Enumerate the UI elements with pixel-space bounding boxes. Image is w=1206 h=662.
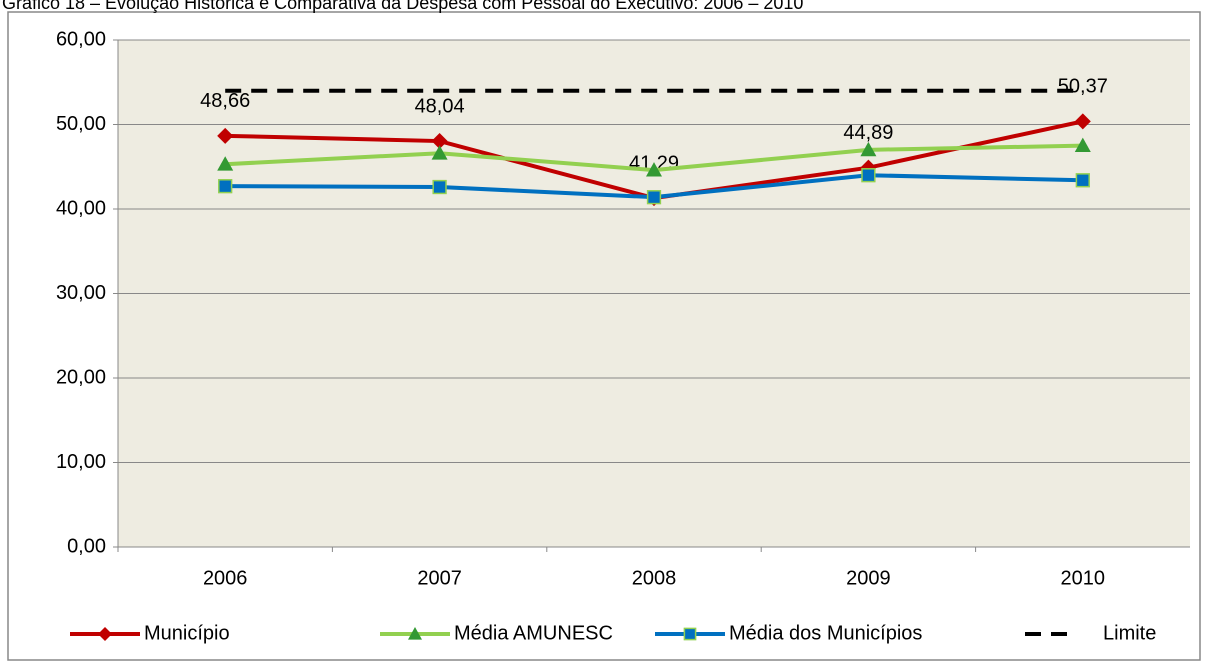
legend-label: Limite (1103, 622, 1156, 644)
data-label: 50,37 (1058, 76, 1108, 98)
marker (861, 168, 876, 183)
data-label: 48,66 (200, 90, 250, 112)
x-tick-label: 2008 (632, 567, 677, 589)
legend-label: Média AMUNESC (454, 622, 613, 644)
y-tick-label: 50,00 (56, 113, 106, 135)
marker (683, 627, 697, 641)
x-tick-label: 2007 (417, 567, 462, 589)
marker (646, 190, 662, 205)
legend-label: Média dos Municípios (729, 622, 922, 644)
y-tick-label: 30,00 (56, 282, 106, 304)
y-tick-label: 0,00 (67, 535, 106, 557)
marker (432, 179, 447, 195)
y-tick-label: 60,00 (56, 28, 106, 50)
marker (1074, 113, 1091, 130)
marker (646, 162, 662, 177)
marker (431, 133, 448, 150)
marker (431, 145, 448, 160)
data-label: 44,89 (843, 122, 893, 144)
x-tick-label: 2010 (1061, 567, 1106, 589)
marker (860, 141, 877, 157)
x-tick-label: 2009 (846, 567, 891, 589)
marker (1074, 137, 1091, 153)
y-tick-label: 40,00 (56, 197, 106, 219)
marker (408, 627, 422, 640)
y-tick-label: 10,00 (56, 451, 106, 473)
marker (1075, 173, 1090, 188)
marker (98, 627, 112, 641)
data-label: 48,04 (415, 95, 465, 117)
x-tick-label: 2006 (203, 567, 248, 589)
marker (218, 179, 233, 194)
y-tick-label: 20,00 (56, 366, 106, 388)
chart-title: Gráfico 18 – Evolução Histórica e Compar… (2, 0, 803, 13)
marker (217, 127, 234, 144)
marker (217, 156, 234, 171)
legend-label: Município (144, 622, 230, 644)
